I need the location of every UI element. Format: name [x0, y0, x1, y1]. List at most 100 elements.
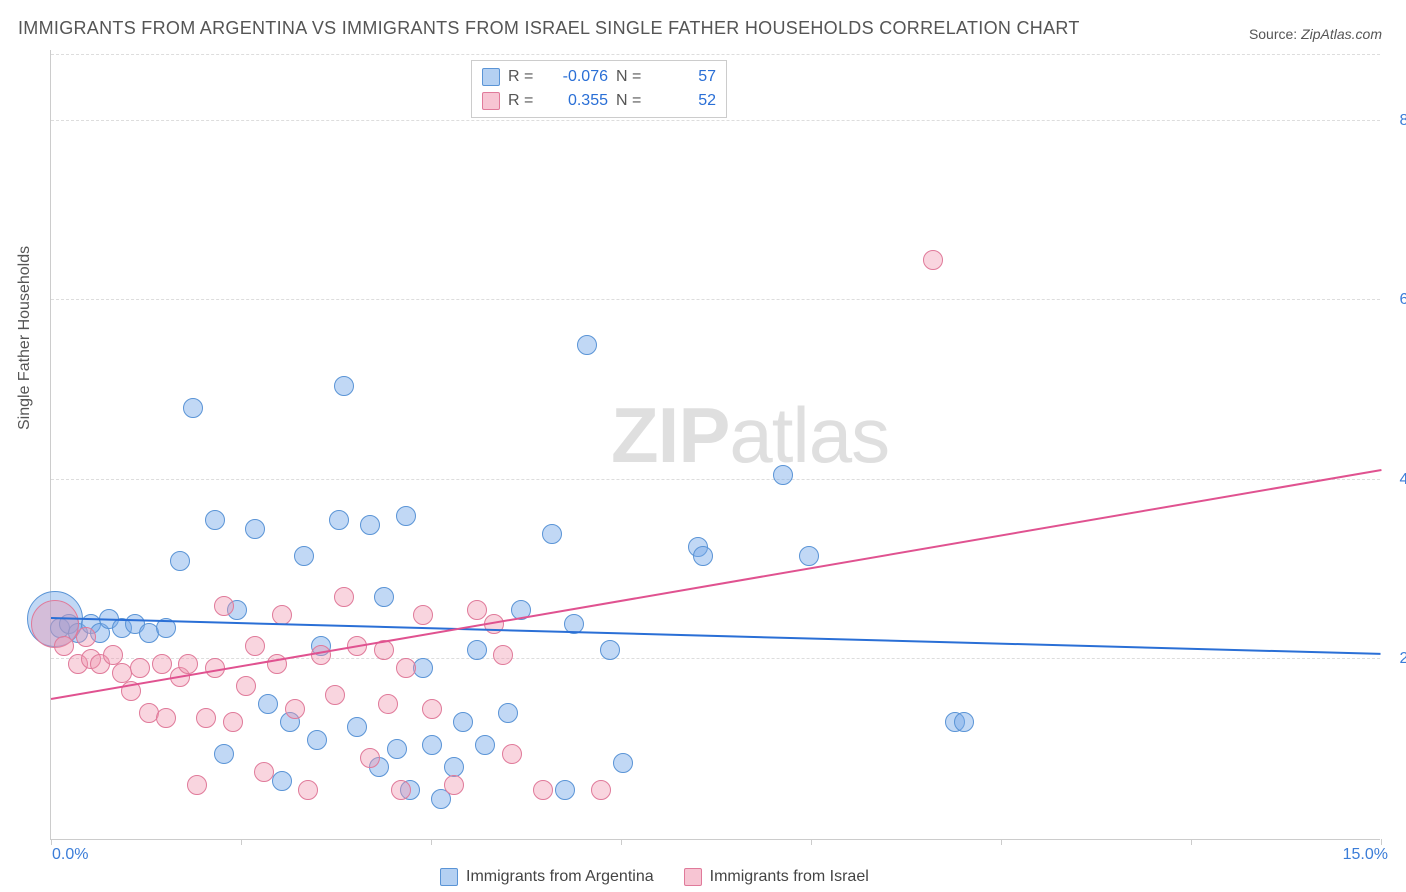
data-point [360, 748, 380, 768]
data-point [183, 398, 203, 418]
x-tick [1001, 839, 1002, 845]
data-point [329, 510, 349, 530]
data-point [334, 587, 354, 607]
data-point [533, 780, 553, 800]
swatch-pink-icon [684, 868, 702, 886]
data-point [272, 605, 292, 625]
r-label: R = [508, 92, 538, 110]
data-point [205, 510, 225, 530]
n-label: N = [616, 92, 646, 110]
trend-line [51, 469, 1381, 700]
swatch-blue-icon [482, 68, 500, 86]
data-point [422, 735, 442, 755]
data-point [467, 600, 487, 620]
grid-line [51, 658, 1380, 659]
data-point [422, 699, 442, 719]
n-value-blue: 57 [654, 68, 716, 86]
legend-item-israel: Immigrants from Israel [684, 868, 869, 886]
n-value-pink: 52 [654, 92, 716, 110]
data-point [591, 780, 611, 800]
x-tick [811, 839, 812, 845]
r-label: R = [508, 68, 538, 86]
data-point [600, 640, 620, 660]
data-point [413, 605, 433, 625]
legend-label-argentina: Immigrants from Argentina [466, 868, 654, 886]
data-point [311, 645, 331, 665]
data-point [773, 465, 793, 485]
data-point [254, 762, 274, 782]
data-point [272, 771, 292, 791]
data-point [285, 699, 305, 719]
data-point [444, 775, 464, 795]
grid-line [51, 54, 1380, 55]
data-point [378, 694, 398, 714]
y-tick-label: 4.0% [1386, 471, 1406, 489]
data-point [214, 596, 234, 616]
data-point [396, 658, 416, 678]
data-point [245, 636, 265, 656]
data-point [156, 708, 176, 728]
data-point [799, 546, 819, 566]
legend-label-israel: Immigrants from Israel [710, 868, 869, 886]
data-point [170, 551, 190, 571]
y-tick-label: 2.0% [1386, 650, 1406, 668]
data-point [54, 636, 74, 656]
data-point [542, 524, 562, 544]
y-axis-label: Single Father Households [16, 246, 34, 430]
data-point [294, 546, 314, 566]
data-point [493, 645, 513, 665]
x-tick [1381, 839, 1382, 845]
source-label: Source: [1249, 26, 1297, 42]
data-point [307, 730, 327, 750]
legend-item-argentina: Immigrants from Argentina [440, 868, 654, 886]
grid-line [51, 299, 1380, 300]
data-point [413, 658, 433, 678]
data-point [374, 587, 394, 607]
x-tick [241, 839, 242, 845]
data-point [502, 744, 522, 764]
data-point [298, 780, 318, 800]
data-point [475, 735, 495, 755]
grid-line [51, 120, 1380, 121]
data-point [187, 775, 207, 795]
data-point [178, 654, 198, 674]
data-point [76, 627, 96, 647]
grid-line [51, 479, 1380, 480]
data-point [498, 703, 518, 723]
data-point [577, 335, 597, 355]
data-point [453, 712, 473, 732]
data-point [391, 780, 411, 800]
x-tick [431, 839, 432, 845]
data-point [693, 546, 713, 566]
data-point [196, 708, 216, 728]
watermark-atlas: atlas [729, 391, 889, 479]
data-point [214, 744, 234, 764]
data-point [467, 640, 487, 660]
x-tick-first: 0.0% [52, 846, 88, 864]
watermark: ZIPatlas [611, 390, 889, 481]
stat-row-pink: R = 0.355 N = 52 [482, 89, 716, 113]
data-point [139, 703, 159, 723]
data-point [152, 654, 172, 674]
data-point [334, 376, 354, 396]
y-tick-label: 6.0% [1386, 291, 1406, 309]
x-tick [51, 839, 52, 845]
data-point [954, 712, 974, 732]
data-point [555, 780, 575, 800]
source-attribution: Source: ZipAtlas.com [1249, 26, 1382, 42]
data-point [245, 519, 265, 539]
y-tick-label: 8.0% [1386, 112, 1406, 130]
x-tick [621, 839, 622, 845]
data-point [325, 685, 345, 705]
r-value-pink: 0.355 [546, 92, 608, 110]
plot-area: ZIPatlas R = -0.076 N = 57 R = 0.355 N =… [50, 50, 1380, 840]
data-point [387, 739, 407, 759]
data-point [613, 753, 633, 773]
bottom-legend: Immigrants from Argentina Immigrants fro… [440, 868, 869, 886]
chart-title: IMMIGRANTS FROM ARGENTINA VS IMMIGRANTS … [18, 18, 1080, 39]
data-point [360, 515, 380, 535]
data-point [258, 694, 278, 714]
r-value-blue: -0.076 [546, 68, 608, 86]
stat-row-blue: R = -0.076 N = 57 [482, 65, 716, 89]
x-tick-last: 15.0% [1343, 846, 1388, 864]
